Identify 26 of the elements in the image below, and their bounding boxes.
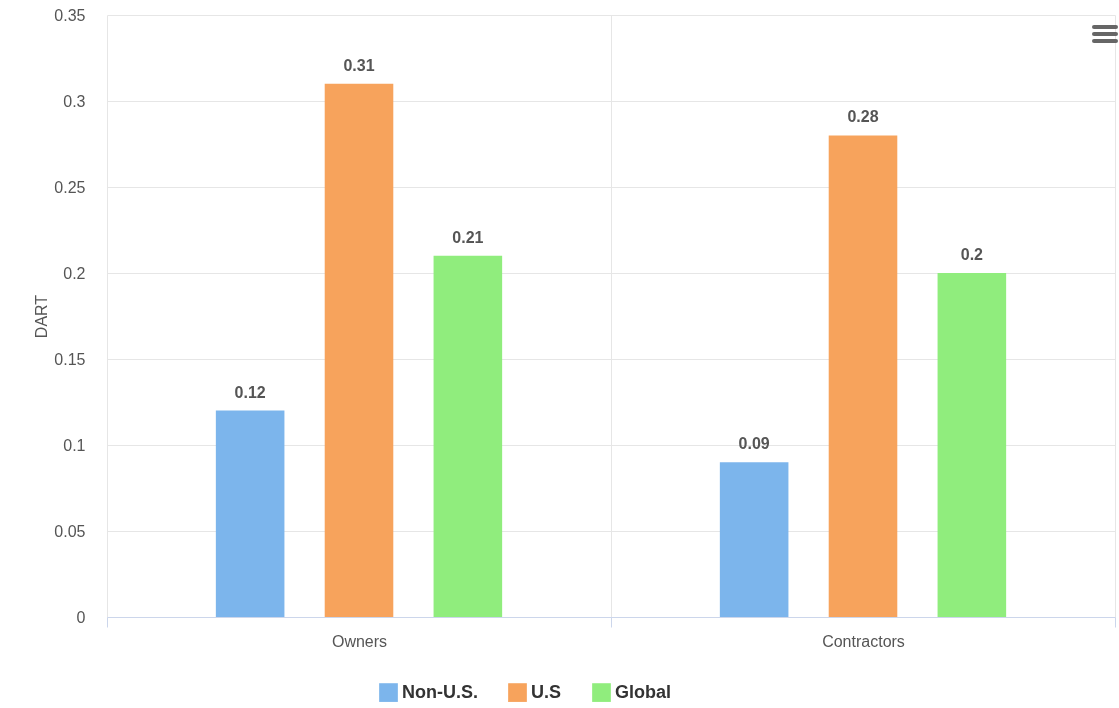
y-tick-label: 0.1 (63, 436, 86, 454)
bar (215, 410, 285, 617)
bar (828, 135, 898, 617)
y-tick-label: 0.15 (54, 350, 86, 368)
data-label: 0.2 (960, 246, 984, 263)
legend-label: U.S (531, 681, 562, 702)
y-tick-label: 0.25 (54, 178, 86, 196)
data-label: 0.09 (738, 435, 770, 453)
data-label: 0.21 (452, 228, 484, 246)
y-tick-label: 0.2 (63, 264, 86, 282)
x-tick-label: Owners (331, 632, 388, 650)
y-axis-title: DART (33, 294, 51, 339)
x-tick-label: Contractors (822, 632, 905, 650)
legend-label: Non-U.S. (402, 681, 478, 702)
y-tick-label: 0.3 (63, 92, 86, 110)
y-tick-label: 0 (76, 608, 86, 626)
y-tick-label: 0.35 (54, 6, 86, 24)
data-label: 0.12 (234, 383, 266, 401)
bar (324, 83, 394, 617)
y-tick-label: 0.05 (54, 522, 86, 540)
data-label: 0.31 (343, 56, 375, 74)
bar (719, 462, 789, 617)
data-label: 0.28 (847, 108, 879, 126)
legend-label: Global (615, 681, 672, 702)
bar (433, 255, 503, 617)
bar (937, 273, 1007, 617)
